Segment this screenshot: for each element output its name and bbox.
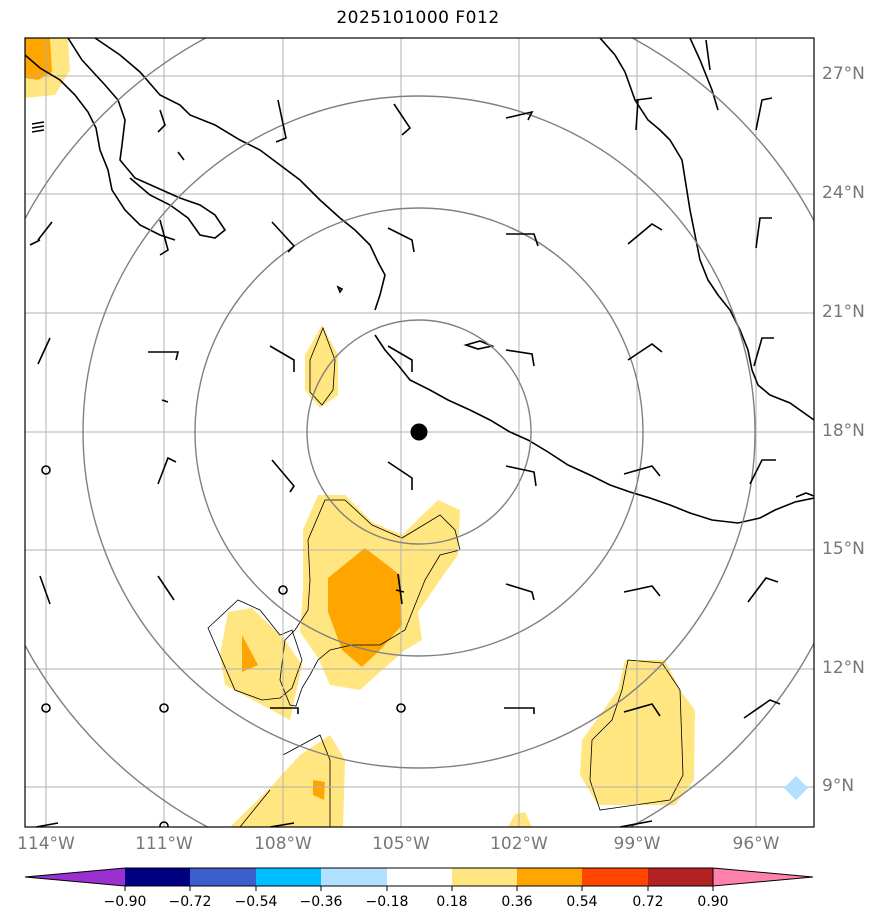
colorbar-tick-label: 0.54 bbox=[566, 894, 598, 910]
lon-label-108w: 108°W bbox=[254, 834, 312, 854]
colorbar-extend-low bbox=[25, 868, 125, 886]
colorbar-tick-label: 0.36 bbox=[501, 894, 533, 910]
colorbar bbox=[24, 867, 814, 891]
calm-markers bbox=[41, 465, 406, 827]
lat-label-9n: 9°N bbox=[822, 776, 855, 796]
plot-frame bbox=[24, 37, 815, 828]
colorbar-tick-label: −0.72 bbox=[168, 894, 212, 910]
storm-center-marker bbox=[410, 423, 428, 441]
diamond-marker bbox=[784, 776, 808, 800]
lat-label-18n: 18°N bbox=[822, 421, 865, 441]
lat-label-21n: 21°N bbox=[822, 302, 865, 322]
lat-label-15n: 15°N bbox=[822, 539, 865, 559]
lon-label-105w: 105°W bbox=[372, 834, 430, 854]
colorbar-tick-label: −0.90 bbox=[103, 894, 147, 910]
lat-label-27n: 27°N bbox=[822, 64, 865, 84]
graticule bbox=[25, 38, 814, 827]
lon-label-99w: 99°W bbox=[613, 834, 661, 854]
lon-label-111w: 111°W bbox=[135, 834, 193, 854]
lat-label-12n: 12°N bbox=[822, 658, 865, 678]
map-title: 2025101000 F012 bbox=[336, 8, 500, 28]
colorbar-tick-label: −0.36 bbox=[299, 894, 343, 910]
colorbar-tick-label: −0.54 bbox=[234, 894, 278, 910]
colorbar-tick-label: −0.18 bbox=[365, 894, 409, 910]
range-rings bbox=[25, 38, 814, 827]
shaded-field bbox=[25, 38, 695, 827]
lon-label-96w: 96°W bbox=[732, 834, 780, 854]
colorbar-tick-label: 0.90 bbox=[697, 894, 729, 910]
lat-label-24n: 24°N bbox=[822, 183, 865, 203]
colorbar-tick-label: 0.18 bbox=[436, 894, 468, 910]
colorbar-tick-label: 0.72 bbox=[632, 894, 664, 910]
wind-barbs bbox=[29, 97, 781, 827]
lon-label-102w: 102°W bbox=[490, 834, 548, 854]
contour-lines bbox=[207, 326, 684, 827]
coastline bbox=[25, 38, 814, 524]
lon-label-114w: 114°W bbox=[17, 834, 75, 854]
map-plot-area bbox=[25, 38, 814, 827]
